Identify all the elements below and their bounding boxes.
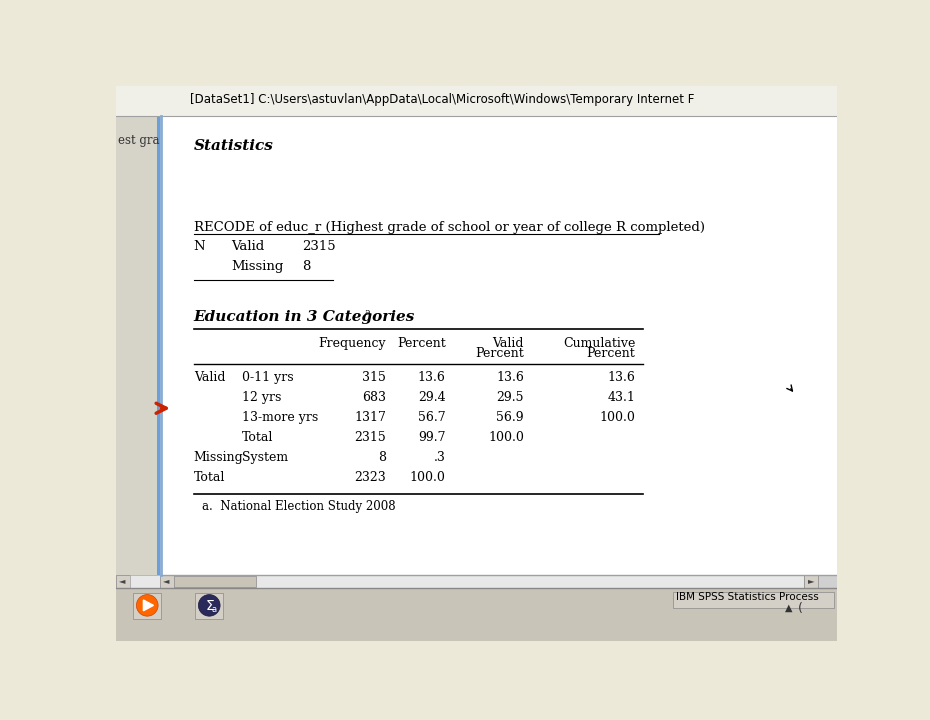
Text: RECODE of educ_r (Highest grade of school or year of college R completed): RECODE of educ_r (Highest grade of schoo… xyxy=(193,221,705,234)
Bar xyxy=(130,575,804,588)
Text: 1317: 1317 xyxy=(354,410,386,423)
Text: 99.7: 99.7 xyxy=(418,431,445,444)
Text: Valid: Valid xyxy=(492,337,524,350)
Text: Frequency: Frequency xyxy=(318,337,386,350)
Bar xyxy=(116,116,159,575)
Text: 13.6: 13.6 xyxy=(607,371,635,384)
Bar xyxy=(672,592,834,608)
Text: 2315: 2315 xyxy=(354,431,386,444)
Text: 43.1: 43.1 xyxy=(607,390,635,403)
Text: [DataSet1] C:\Users\astuvlan\AppData\Local\Microsoft\Windows\Temporary Internet : [DataSet1] C:\Users\astuvlan\AppData\Loc… xyxy=(190,93,695,106)
Bar xyxy=(784,603,797,615)
Text: 683: 683 xyxy=(362,390,386,403)
Text: 12 yrs: 12 yrs xyxy=(242,390,281,403)
Polygon shape xyxy=(143,600,153,611)
Text: ►: ► xyxy=(807,576,814,585)
Text: ▲: ▲ xyxy=(785,603,792,612)
Text: Percent: Percent xyxy=(587,346,635,360)
Text: a.  National Election Study 2008: a. National Election Study 2008 xyxy=(202,500,395,513)
Text: 56.7: 56.7 xyxy=(418,410,445,423)
Text: Total: Total xyxy=(242,431,273,444)
Text: Valid: Valid xyxy=(193,371,225,384)
Text: 2323: 2323 xyxy=(354,471,386,484)
Text: ◄: ◄ xyxy=(119,576,126,585)
Bar xyxy=(163,576,256,587)
Text: IBM SPSS Statistics Process: IBM SPSS Statistics Process xyxy=(676,593,818,603)
Text: Missing: Missing xyxy=(193,451,244,464)
Bar xyxy=(156,116,161,575)
Text: Cumulative: Cumulative xyxy=(564,337,635,350)
Text: a: a xyxy=(212,606,217,614)
Text: Total: Total xyxy=(193,471,225,484)
Text: Education in 3 Categories: Education in 3 Categories xyxy=(193,310,415,324)
Bar xyxy=(116,86,837,116)
Text: 56.9: 56.9 xyxy=(497,410,524,423)
Text: 13.6: 13.6 xyxy=(496,371,524,384)
Text: 0-11 yrs: 0-11 yrs xyxy=(242,371,294,384)
Text: 100.0: 100.0 xyxy=(600,410,635,423)
Bar xyxy=(157,116,160,575)
Text: Percent: Percent xyxy=(475,346,524,360)
Bar xyxy=(804,575,818,588)
Text: 315: 315 xyxy=(362,371,386,384)
Text: est gra: est gra xyxy=(118,134,159,147)
Text: Σ: Σ xyxy=(206,599,214,613)
Circle shape xyxy=(198,595,220,616)
Bar xyxy=(161,116,837,575)
Text: 2315: 2315 xyxy=(302,240,336,253)
Text: N: N xyxy=(193,240,206,253)
Bar xyxy=(133,593,161,619)
Text: .3: .3 xyxy=(433,451,445,464)
Bar xyxy=(160,575,174,588)
Text: a: a xyxy=(365,308,370,317)
Bar xyxy=(116,575,130,588)
Text: Missing: Missing xyxy=(231,261,284,274)
Text: ◄: ◄ xyxy=(163,576,169,585)
Text: 29.4: 29.4 xyxy=(418,390,445,403)
Text: 8: 8 xyxy=(302,261,311,274)
Text: 100.0: 100.0 xyxy=(488,431,524,444)
Text: System: System xyxy=(242,451,288,464)
Text: 13.6: 13.6 xyxy=(418,371,445,384)
Text: 29.5: 29.5 xyxy=(497,390,524,403)
Text: 13-more yrs: 13-more yrs xyxy=(242,410,318,423)
Text: 100.0: 100.0 xyxy=(410,471,445,484)
Text: (: ( xyxy=(798,603,804,616)
Bar xyxy=(195,593,223,619)
Text: 8: 8 xyxy=(378,451,386,464)
Text: Valid: Valid xyxy=(231,240,264,253)
Text: Statistics: Statistics xyxy=(193,139,273,153)
Circle shape xyxy=(137,595,158,616)
Text: Percent: Percent xyxy=(397,337,445,350)
Bar xyxy=(116,575,837,588)
Bar xyxy=(116,588,837,641)
